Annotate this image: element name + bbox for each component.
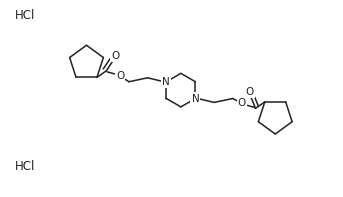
Text: O: O xyxy=(238,98,246,108)
Text: HCl: HCl xyxy=(15,9,36,22)
Text: N: N xyxy=(191,94,199,103)
Text: O: O xyxy=(111,51,119,61)
Text: HCl: HCl xyxy=(15,160,36,173)
Text: O: O xyxy=(116,71,124,81)
Text: O: O xyxy=(246,87,254,97)
Text: N: N xyxy=(163,77,170,87)
